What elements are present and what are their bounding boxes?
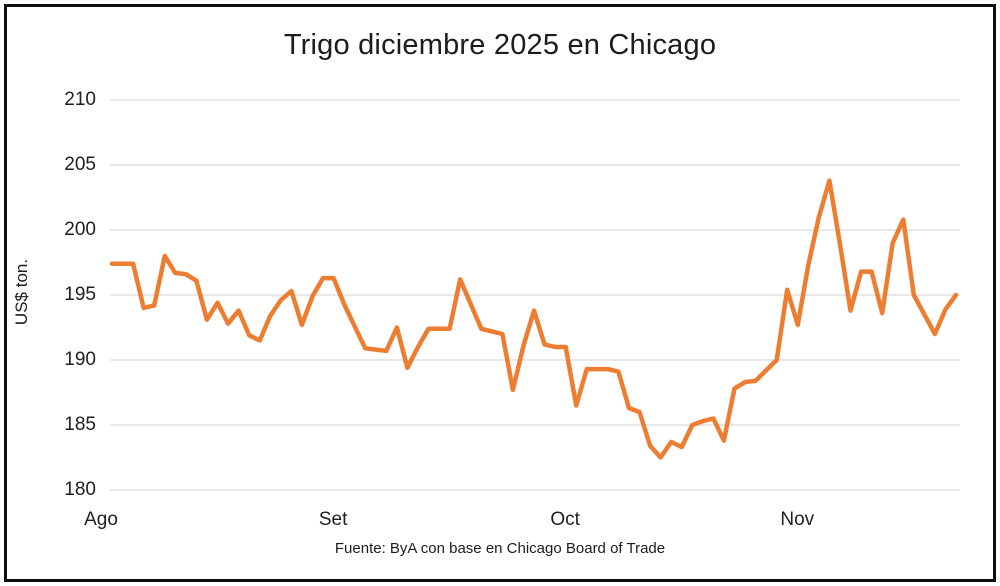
y-tick-label: 195	[64, 284, 96, 305]
x-tick-label-ago: Ago	[84, 509, 118, 530]
y-tick-label: 200	[64, 219, 96, 240]
price-line-series	[109, 178, 959, 460]
chart-title: Trigo diciembre 2025 en Chicago	[283, 29, 717, 61]
y-tick-label: 180	[64, 479, 96, 500]
source-caption: Fuente: ByA con base en Chicago Board of…	[334, 540, 666, 557]
y-tick-label: 210	[64, 89, 96, 110]
y-tick-label: 205	[64, 154, 96, 175]
x-tick-label-nov: Nov	[780, 509, 815, 530]
y-tick-label: 190	[64, 349, 96, 370]
x-tick-label-set: Set	[318, 509, 348, 530]
x-tick-label-oct: Oct	[550, 509, 580, 530]
y-tick-label: 185	[64, 414, 96, 435]
